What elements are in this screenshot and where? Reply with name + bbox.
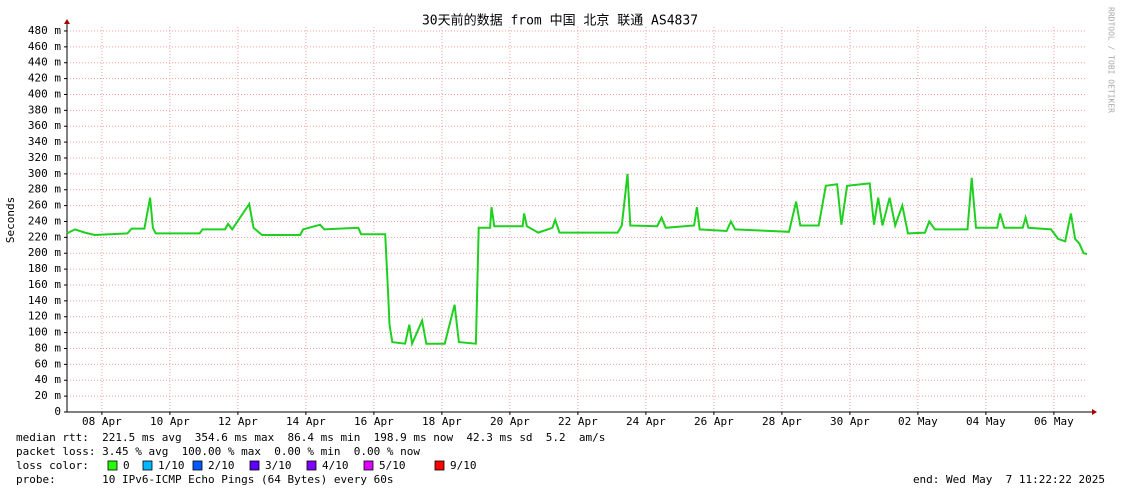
y-tick-label: 160 m [28,278,61,291]
y-axis-label: Seconds [4,197,17,243]
y-tick-label: 460 m [28,40,61,53]
median-rtt: median rtt: 221.5 ms avg 354.6 ms max 86… [16,431,605,444]
loss-color-text: 1/10 [158,459,185,472]
end-time: end: Wed May 7 11:22:22 2025 [913,473,1105,486]
y-tick-label: 0 [54,405,61,418]
x-tick-label: 02 May [898,415,938,428]
x-tick-label: 24 Apr [626,415,666,428]
y-tick-label: 380 m [28,103,61,116]
loss-color-swatch [306,460,317,471]
loss-color-text: 4/10 [322,459,349,472]
loss-color-text: 3/10 [265,459,292,472]
probe: probe: 10 IPv6-ICMP Echo Pings (64 Bytes… [16,473,394,486]
x-tick-label: 28 Apr [762,415,802,428]
y-tick-label: 240 m [28,214,61,227]
packet-loss: packet loss: 3.45 % avg 100.00 % max 0.0… [16,445,420,458]
y-tick-label: 140 m [28,294,61,307]
loss-color-swatch [434,460,445,471]
x-tick-label: 22 Apr [558,415,598,428]
loss-color-text: 2/10 [208,459,235,472]
y-tick-label: 100 m [28,326,61,339]
y-tick-label: 320 m [28,151,61,164]
x-tick-label: 18 Apr [422,415,462,428]
y-tick-label: 220 m [28,230,61,243]
loss-color-text: 5/10 [379,459,406,472]
median-line [66,173,1088,348]
chart-title: 30天前的数据 from 中国 北京 联通 AS4837 [422,13,698,29]
x-tick-label: 30 Apr [830,415,870,428]
loss-color-text: 9/10 [450,459,477,472]
y-tick-label: 260 m [28,199,61,212]
y-tick-label: 120 m [28,310,61,323]
y-tick-label: 400 m [28,87,61,100]
loss-color-label: loss color: [16,459,89,472]
loss-color-swatch [363,460,374,471]
y-tick-label: 440 m [28,56,61,69]
loss-color-text: 0 [123,459,130,472]
watermark: RRDTOOL / TOBI OETIKER [1107,7,1116,113]
y-tick-label: 200 m [28,246,61,259]
y-tick-label: 40 m [35,373,62,386]
x-tick-label: 20 Apr [490,415,530,428]
y-tick-label: 420 m [28,72,61,85]
axis-arrow [64,19,70,24]
y-tick-label: 80 m [35,341,62,354]
y-tick-label: 360 m [28,119,61,132]
loss-color-swatch [192,460,203,471]
y-tick-label: 300 m [28,167,61,180]
x-tick-label: 14 Apr [286,415,326,428]
x-tick-label: 06 May [1034,415,1074,428]
x-tick-label: 16 Apr [354,415,394,428]
x-tick-label: 12 Apr [218,415,258,428]
loss-color-swatch [107,460,118,471]
y-tick-label: 60 m [35,357,62,370]
loss-color-swatch [249,460,260,471]
y-tick-label: 280 m [28,183,61,196]
x-tick-label: 04 May [966,415,1006,428]
loss-color-swatch [142,460,153,471]
x-tick-label: 26 Apr [694,415,734,428]
axis-arrow [1092,409,1097,415]
y-tick-label: 20 m [35,389,62,402]
x-tick-label: 08 Apr [82,415,122,428]
y-tick-label: 180 m [28,262,61,275]
y-tick-label: 480 m [28,24,61,37]
y-tick-label: 340 m [28,135,61,148]
x-tick-label: 10 Apr [150,415,190,428]
